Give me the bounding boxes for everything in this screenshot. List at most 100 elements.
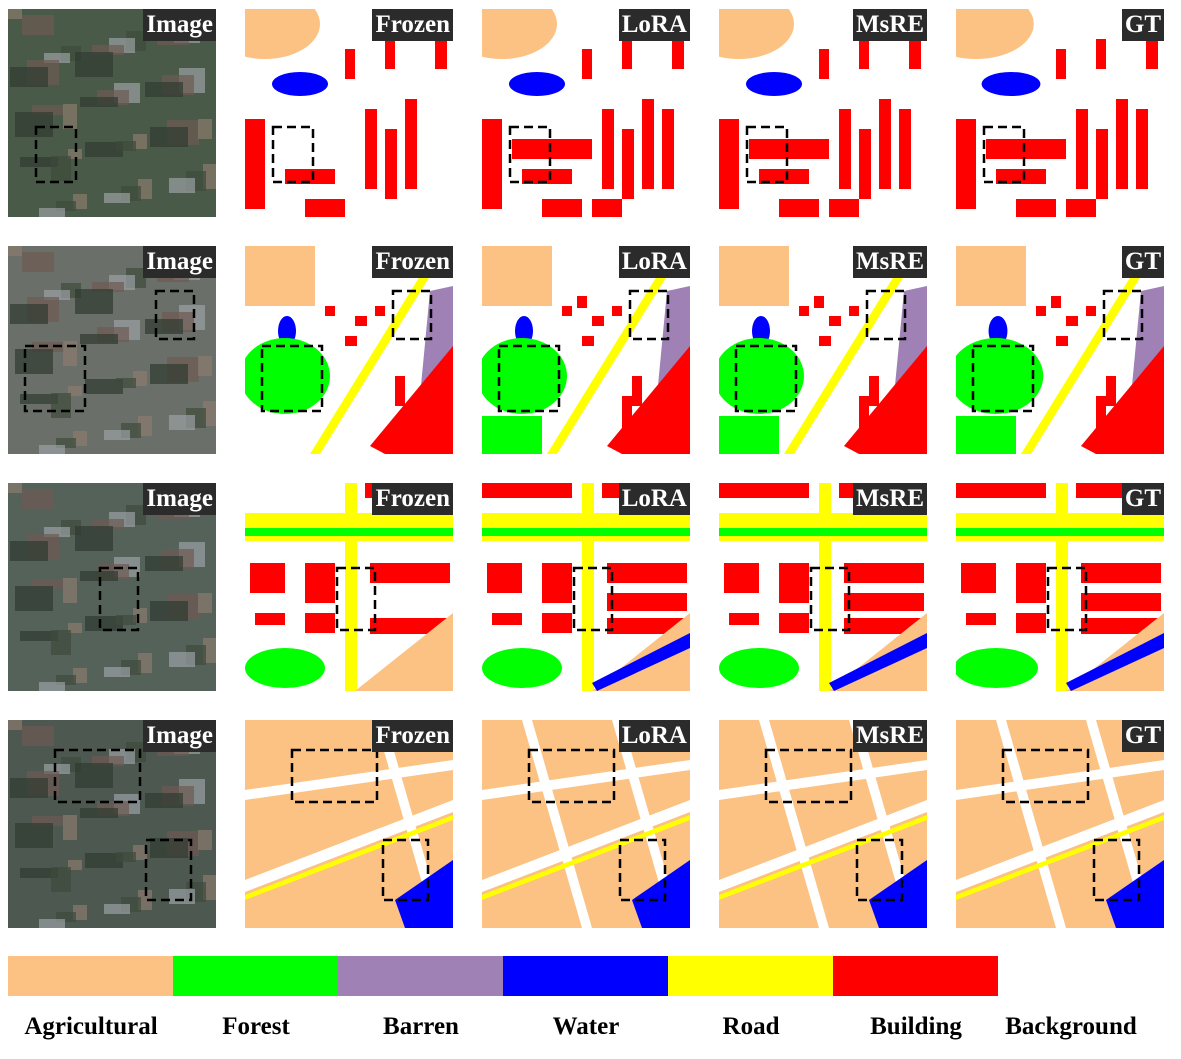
- image-patch: [104, 667, 130, 677]
- image-patch: [198, 119, 212, 139]
- region: [592, 633, 690, 691]
- region: [719, 119, 739, 209]
- segmentation-map: [956, 483, 1164, 691]
- region: [956, 9, 1034, 59]
- panel: Frozen: [245, 246, 453, 454]
- aerial-image: [8, 246, 216, 454]
- image-patch: [145, 793, 183, 808]
- image-patch: [169, 652, 195, 667]
- panel: Image: [8, 483, 216, 691]
- image-patch: [80, 808, 118, 818]
- region: [1021, 276, 1141, 454]
- image-patch: [63, 104, 77, 129]
- panel-label: GT: [1121, 9, 1164, 41]
- image-patch: [138, 653, 152, 673]
- region: [829, 633, 927, 691]
- region: [749, 139, 829, 159]
- focus-box: [271, 125, 315, 184]
- panel: Image: [8, 720, 216, 928]
- image-patch: [104, 904, 130, 914]
- image-patch: [80, 334, 118, 344]
- focus-box: [391, 289, 433, 341]
- image-patch: [51, 393, 71, 418]
- region: [547, 276, 667, 454]
- panel: Image: [8, 246, 216, 454]
- region: [607, 593, 687, 611]
- region: [1086, 306, 1096, 316]
- region: [1066, 316, 1078, 326]
- region: [759, 169, 809, 184]
- region: [562, 306, 572, 316]
- image-patch: [15, 586, 53, 611]
- region: [245, 648, 325, 688]
- region: [1081, 618, 1161, 634]
- panel: LoRA: [482, 9, 690, 217]
- panel: MsRE: [719, 720, 927, 928]
- region: [839, 109, 851, 189]
- region: [719, 648, 799, 688]
- region: [844, 618, 924, 634]
- image-patch: [32, 105, 64, 115]
- region: [719, 815, 927, 900]
- legend-swatch: [503, 956, 668, 996]
- legend-label: Agricultural: [24, 1013, 158, 1040]
- panel: GT: [956, 483, 1164, 691]
- image-patch: [198, 830, 212, 850]
- region: [250, 563, 285, 593]
- region: [305, 199, 345, 217]
- image-patch: [92, 756, 124, 766]
- panel: GT: [956, 720, 1164, 928]
- region: [869, 376, 879, 406]
- image-patch: [22, 489, 54, 509]
- region: [345, 483, 357, 691]
- region: [961, 563, 996, 593]
- panel: MsRE: [719, 246, 927, 454]
- segmentation-map: [482, 483, 690, 691]
- image-patch: [73, 431, 87, 446]
- panel-label: Image: [143, 720, 216, 752]
- region: [849, 306, 859, 316]
- panel-label: Image: [143, 483, 216, 515]
- focus-box: [1001, 748, 1090, 804]
- region: [632, 860, 690, 928]
- region: [899, 109, 911, 189]
- image-patch: [22, 252, 54, 272]
- region: [245, 119, 265, 209]
- region: [719, 528, 927, 536]
- region: [819, 336, 831, 346]
- image-patch: [85, 142, 123, 157]
- region: [819, 483, 831, 691]
- region: [814, 296, 824, 308]
- region: [956, 815, 1164, 900]
- region: [542, 613, 572, 633]
- segmentation-map: [719, 720, 927, 928]
- region: [370, 563, 450, 583]
- image-patch: [203, 401, 216, 426]
- panel-label: GT: [1121, 246, 1164, 278]
- image-patch: [20, 868, 58, 878]
- region: [482, 800, 690, 892]
- region: [482, 9, 557, 59]
- focus-box: [809, 566, 851, 632]
- segmentation-map: [245, 720, 453, 928]
- image-patch: [203, 164, 216, 189]
- image-patch: [51, 630, 71, 655]
- image-patch: [51, 867, 71, 892]
- region: [996, 720, 1066, 928]
- image-patch: [80, 571, 118, 581]
- panel-label: MsRE: [852, 246, 927, 278]
- region: [622, 39, 632, 69]
- image-patch: [68, 149, 82, 159]
- segmentation-map: [482, 246, 690, 454]
- panel-label: Image: [143, 246, 216, 278]
- image-patch: [44, 53, 70, 63]
- region: [509, 72, 565, 96]
- region: [729, 613, 759, 625]
- segmentation-map: [719, 246, 927, 454]
- panel: GT: [956, 9, 1164, 217]
- region: [592, 316, 604, 326]
- region: [310, 276, 430, 454]
- region: [345, 336, 357, 346]
- panel: MsRE: [719, 9, 927, 217]
- panel: Frozen: [245, 483, 453, 691]
